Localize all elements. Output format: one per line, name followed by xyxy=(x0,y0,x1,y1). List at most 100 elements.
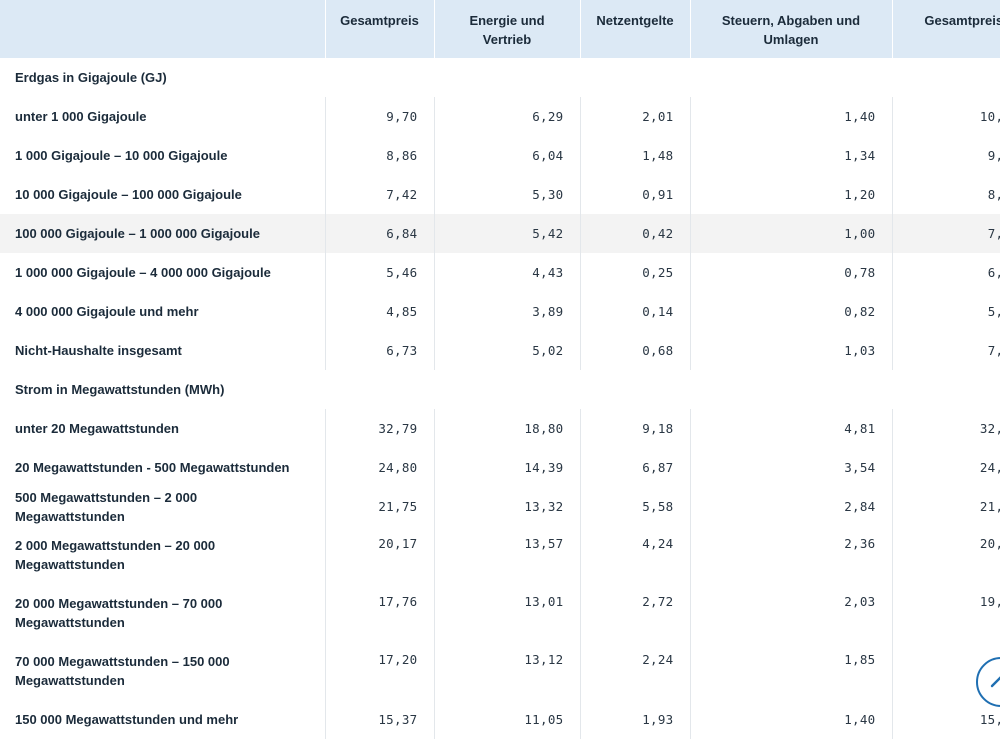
section-row: Strom in Megawattstunden (MWh) xyxy=(0,370,1000,409)
cell-value: 4,81 xyxy=(689,409,892,448)
cell-value: 13,57 xyxy=(433,526,580,584)
cell-value: 4,85 xyxy=(324,292,434,331)
cell-value: 6,73 xyxy=(324,331,434,370)
cell-value: 2,84 xyxy=(689,487,892,526)
table-row: 100 000 Gigajoule – 1 000 000 Gigajoule 6… xyxy=(0,214,1000,253)
table-row: 4 000 000 Gigajoule und mehr 4,85 3,89 0,14… xyxy=(0,292,1000,331)
row-label: unter 20 Megawattstunden xyxy=(15,421,179,436)
cell-value: 17,20 xyxy=(324,642,434,700)
cell-value: 1,40 xyxy=(689,700,892,739)
header-taxes-levies: Steuern, Abgaben und Umlagen xyxy=(689,0,892,58)
cell-value: 10,84 xyxy=(891,97,1000,136)
cell-value: 13,01 xyxy=(433,584,580,642)
cell-value: 5,42 xyxy=(433,214,580,253)
cell-value: 8,08 xyxy=(891,175,1000,214)
cell-value: 2,03 xyxy=(689,584,892,642)
cell-value: 14,39 xyxy=(433,448,580,487)
header-row: Gesamtpreis Energie und Vertrieb Netzent… xyxy=(0,0,1000,58)
cell-value: 19,05 xyxy=(891,584,1000,642)
row-label: Nicht-Haushalte insgesamt xyxy=(15,343,182,358)
table-row: 20 Megawattstunden - 500 Megawattstunden… xyxy=(0,448,1000,487)
cell-value: 4,24 xyxy=(579,526,690,584)
cell-value: 20,17 xyxy=(324,526,434,584)
table-row: unter 1 000 Gigajoule 9,706,292,011,4010,… xyxy=(0,97,1000,136)
cell-value: 0,78 xyxy=(689,253,892,292)
table-row: 70 000 Megawattstunden – 150 000 Megawat… xyxy=(0,642,1000,700)
cell-value: 13,32 xyxy=(433,487,580,526)
cell-value: 6,84 xyxy=(324,214,434,253)
cell-value: 1,48 xyxy=(579,136,690,175)
cell-value: 24,80 xyxy=(324,448,434,487)
cell-value: 5,46 xyxy=(324,253,434,292)
cell-value: 5,30 xyxy=(433,175,580,214)
cell-value: 1,85 xyxy=(689,642,892,700)
cell-value: 0,68 xyxy=(579,331,690,370)
cell-value: 0,42 xyxy=(579,214,690,253)
row-label: 1 000 000 Gigajoule – 4 000 000 Gigajoul… xyxy=(15,265,271,280)
section-heading: Erdgas in Gigajoule (GJ) xyxy=(15,70,167,85)
cell-value: 21,75 xyxy=(324,487,434,526)
cell-value: 0,82 xyxy=(689,292,892,331)
table-row: 20 000 Megawattstunden – 70 000 Megawatt… xyxy=(0,584,1000,642)
cell-value: 5,58 xyxy=(579,487,690,526)
cell-value: 11,05 xyxy=(433,700,580,739)
cell-value: 18,80 xyxy=(433,409,580,448)
header-total-price-2: Gesamtpreis xyxy=(891,0,1000,58)
table-header: Gesamtpreis Energie und Vertrieb Netzent… xyxy=(0,0,1000,58)
cell-value: 6,04 xyxy=(433,136,580,175)
header-energy-sales: Energie und Vertrieb xyxy=(433,0,580,58)
cell-value: 4,43 xyxy=(433,253,580,292)
cell-value: 15,08 xyxy=(891,700,1000,739)
row-label: 20 000 Megawattstunden – 70 000 Megawatt… xyxy=(15,596,223,630)
table-row: 500 Megawattstunden – 2 000 Megawattstun… xyxy=(0,487,1000,526)
table-row: unter 20 Megawattstunden 32,79 18,80 9,18 4,… xyxy=(0,409,1000,448)
row-label: 2 000 Megawattstunden – 20 000 Megawatts… xyxy=(15,538,216,572)
row-label: 10 000 Gigajoule – 100 000 Gigajoule xyxy=(15,187,242,202)
cell-value: 1,00 xyxy=(689,214,892,253)
row-label: 100 000 Gigajoule – 1 000 000 Gigajoule xyxy=(0,214,325,253)
cell-value: 1,40 xyxy=(689,97,892,136)
cell-value: 6,22 xyxy=(891,253,1000,292)
row-label: unter 1 000 Gigajoule xyxy=(15,109,147,124)
header-total-price: Gesamtpreis xyxy=(324,0,434,58)
cell-value: 6,87 xyxy=(579,448,690,487)
cell-value: 7,45 xyxy=(891,214,1000,253)
cell-value: 1,34 xyxy=(689,136,892,175)
cell-value: 3,54 xyxy=(689,448,892,487)
table-row: 1 000 000 Gigajoule – 4 000 000 Gigajoul… xyxy=(0,253,1000,292)
row-label: 1 000 Gigajoule – 10 000 Gigajoule xyxy=(15,148,228,163)
cell-value: 5,65 xyxy=(891,292,1000,331)
cell-value: 17,76 xyxy=(324,584,434,642)
cell-value: 3,89 xyxy=(433,292,580,331)
section-heading: Strom in Megawattstunden (MWh) xyxy=(15,382,225,397)
cell-value: 0,91 xyxy=(579,175,690,214)
cell-value: 9,70 xyxy=(324,97,434,136)
cell-value: 24,76 xyxy=(891,448,1000,487)
row-label: 500 Megawattstunden – 2 000 Megawattstun… xyxy=(15,489,198,524)
row-label: 70 000 Megawattstunden – 150 000 Megawat… xyxy=(15,654,230,688)
cell-value: 1,20 xyxy=(689,175,892,214)
cell-value: 9,74 xyxy=(891,136,1000,175)
table-row: 1 000 Gigajoule – 10 000 Gigajoule 8,86 6,… xyxy=(0,136,1000,175)
cell-value: 0,25 xyxy=(579,253,690,292)
header-label-column xyxy=(0,0,325,58)
cell-value: 7,69 xyxy=(891,331,1000,370)
cell-value: 7,42 xyxy=(324,175,434,214)
table-body: Erdgas in Gigajoule (GJ) unter 1 000 Giga… xyxy=(0,58,1000,739)
cell-value: 20,55 xyxy=(891,526,1000,584)
cell-value: 21,92 xyxy=(891,487,1000,526)
cell-value: 32,79 xyxy=(324,409,434,448)
row-label: 150 000 Megawattstunden und mehr xyxy=(15,712,239,727)
cell-value: 2,72 xyxy=(579,584,690,642)
header-grid-fees: Netzentgelte xyxy=(579,0,690,58)
cell-value: 2,24 xyxy=(579,642,690,700)
cell-value: 1,93 xyxy=(579,700,690,739)
cell-value: 32,47 xyxy=(891,409,1000,448)
table-row: 150 000 Megawattstunden und mehr 15,37 11,… xyxy=(0,700,1000,739)
cell-value: 5,02 xyxy=(433,331,580,370)
table-row: Nicht-Haushalte insgesamt 6,73 5,02 0,68 1,0… xyxy=(0,331,1000,370)
table-row: 10 000 Gigajoule – 100 000 Gigajoule 7,42… xyxy=(0,175,1000,214)
cell-value: 0,14 xyxy=(579,292,690,331)
table-row: 2 000 Megawattstunden – 20 000 Megawatts… xyxy=(0,526,1000,584)
